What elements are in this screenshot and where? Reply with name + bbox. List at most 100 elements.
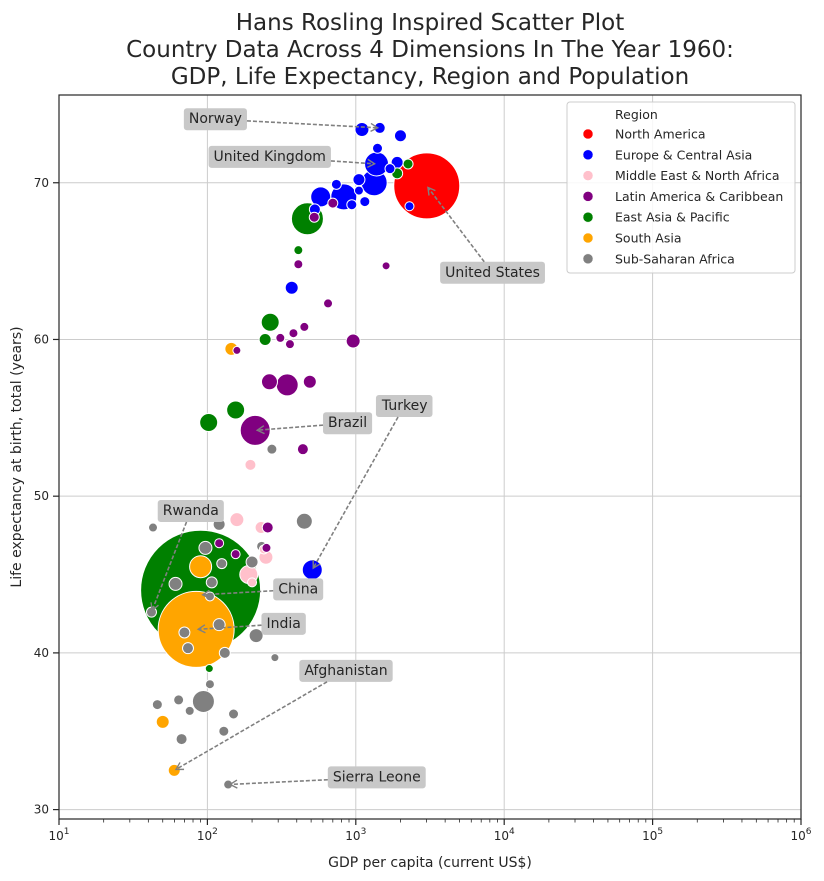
- data-point: [308, 211, 320, 223]
- legend-entry: Europe & Central Asia: [615, 147, 752, 162]
- x-tick-label: 101: [48, 827, 69, 843]
- data-point: [232, 345, 242, 355]
- legend-marker: [582, 128, 594, 140]
- annotation-arrow: [330, 158, 376, 168]
- annotation: Rwanda: [157, 499, 224, 522]
- annotation: China: [273, 578, 324, 601]
- data-point: [145, 606, 157, 618]
- data-point: [275, 332, 286, 343]
- y-tick-label: 60: [34, 332, 49, 346]
- data-point: [323, 298, 334, 309]
- annotation: Afghanistan: [299, 659, 393, 682]
- legend-entry: Sub-Saharan Africa: [615, 251, 735, 266]
- annotation-box: [327, 766, 426, 789]
- data-point: [258, 332, 272, 346]
- chart-title-line-3: GDP, Life Expectancy, Region and Populat…: [171, 64, 689, 90]
- annotation-box: [299, 659, 393, 682]
- y-tick-label: 70: [34, 176, 49, 190]
- chart-title-line-2: Country Data Across 4 Dimensions In The …: [126, 37, 734, 63]
- annotation-label: United States: [445, 265, 540, 281]
- data-point: [214, 538, 225, 549]
- data-point: [260, 312, 280, 332]
- legend-marker: [582, 211, 594, 223]
- data-point: [301, 559, 323, 581]
- data-point: [244, 458, 257, 471]
- data-point: [181, 642, 194, 655]
- data-point: [191, 689, 215, 713]
- annotation: Sierra Leone: [327, 766, 426, 789]
- annotation-box: [323, 412, 373, 435]
- legend: Region North America Europe & Central Asia…: [566, 101, 796, 274]
- data-point: [178, 626, 191, 639]
- plot-frame: [58, 94, 802, 820]
- data-point: [198, 540, 213, 555]
- data-point: [261, 542, 272, 553]
- data-point: [302, 374, 317, 389]
- y-tick-label: 30: [34, 803, 49, 817]
- annotation-label: India: [266, 616, 300, 632]
- data-point: [354, 121, 370, 137]
- data-point: [288, 328, 299, 339]
- data-point: [245, 555, 259, 569]
- legend-entry: East Asia & Pacific: [615, 210, 730, 225]
- annotation-arrow: [150, 521, 188, 612]
- legend-marker: [582, 149, 594, 161]
- annotation-box: [273, 578, 324, 601]
- legend-title: Region: [615, 107, 658, 122]
- data-point: [293, 245, 304, 256]
- annotation-arrow: [196, 624, 262, 634]
- data-point: [199, 413, 219, 433]
- data-point: [275, 373, 299, 397]
- annotation: Turkey: [375, 394, 433, 417]
- data-point: [261, 521, 274, 534]
- annotation: Norway: [183, 108, 247, 131]
- y-axis-label: Life expectancy at birth, total (years): [9, 326, 25, 587]
- x-tick-label: 106: [790, 827, 811, 843]
- legend-marker: [582, 232, 594, 244]
- annotation-arrow: [312, 416, 399, 570]
- data-point: [151, 699, 163, 711]
- data-point: [230, 549, 241, 560]
- data-point: [330, 178, 342, 190]
- annotation-label: China: [278, 581, 318, 597]
- annotation-label: Afghanistan: [304, 663, 387, 679]
- data-points: [140, 121, 461, 790]
- data-point: [173, 694, 185, 706]
- data-point: [381, 261, 391, 271]
- annotation: United States: [440, 261, 545, 284]
- annotation-box: [183, 108, 247, 131]
- data-point: [226, 400, 246, 420]
- legend-marker: [582, 170, 594, 181]
- annotation: India: [261, 612, 306, 635]
- data-point: [168, 576, 183, 591]
- data-point: [353, 185, 364, 196]
- annotations: Norway United Kingdom United States Brazil R…: [150, 108, 545, 789]
- data-point: [404, 201, 415, 212]
- data-point: [228, 708, 240, 720]
- data-point: [189, 555, 213, 579]
- data-point: [248, 628, 264, 644]
- data-point: [155, 714, 170, 729]
- data-point: [204, 679, 215, 690]
- annotation-label: Norway: [189, 111, 242, 127]
- data-point: [218, 646, 231, 659]
- x-tick-label: 103: [345, 827, 366, 843]
- data-point: [296, 443, 309, 456]
- data-point: [204, 591, 215, 602]
- annotation-label: United Kingdom: [214, 149, 326, 165]
- data-point: [205, 576, 218, 589]
- chart-title-line-1: Hans Rosling Inspired Scatter Plot: [236, 10, 625, 36]
- annotation-label: Turkey: [381, 398, 428, 414]
- annotation-arrow: [174, 681, 328, 771]
- data-point: [295, 512, 313, 530]
- x-tick-label: 104: [494, 827, 515, 843]
- annotation: United Kingdom: [208, 145, 331, 168]
- annotation-box: [208, 145, 331, 168]
- annotation-arrow: [427, 186, 485, 263]
- legend-marker: [582, 191, 594, 202]
- data-point: [293, 259, 304, 270]
- x-tick-label: 102: [197, 827, 218, 843]
- annotation-box: [440, 261, 545, 284]
- data-point: [284, 339, 295, 350]
